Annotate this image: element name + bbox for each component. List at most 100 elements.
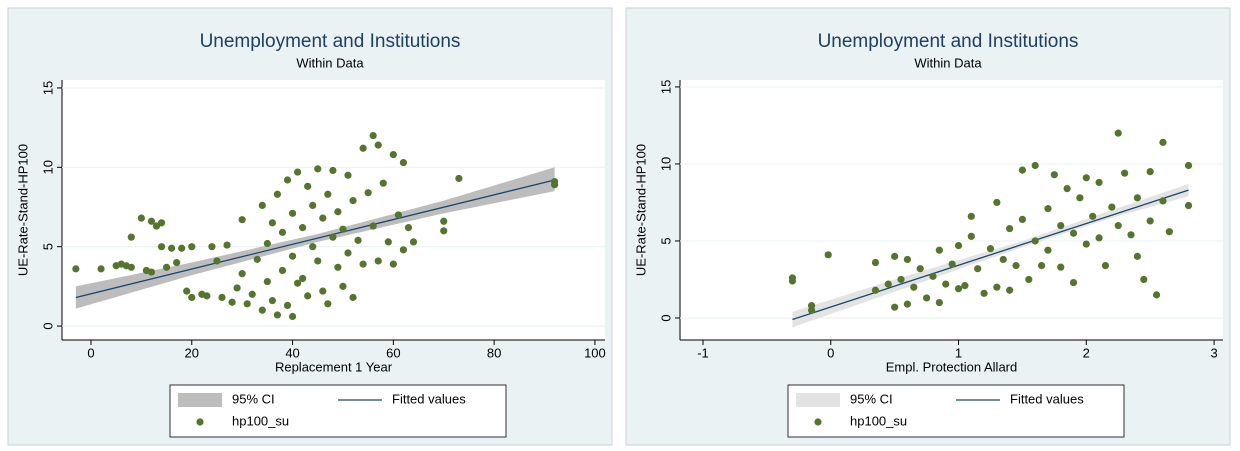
scatter-point <box>1031 237 1039 245</box>
scatter-point <box>1152 291 1161 299</box>
scatter-point <box>157 219 166 227</box>
scatter-point <box>188 243 196 251</box>
scatter-point <box>871 258 880 267</box>
scatter-point <box>1114 221 1122 230</box>
scatter-point <box>1095 234 1103 242</box>
x-tick-label: 60 <box>386 345 400 360</box>
scatter-point <box>948 260 956 268</box>
scatter-point <box>339 282 347 290</box>
scatter-point <box>173 258 181 267</box>
scatter-point <box>1184 161 1193 170</box>
y-tick-label: 15 <box>658 80 673 94</box>
scatter-point <box>1101 262 1110 270</box>
scatter-point <box>162 263 171 271</box>
scatter-point <box>319 214 327 222</box>
x-tick-label: 1 <box>955 345 962 360</box>
scatter-point <box>935 246 943 254</box>
scatter-point <box>980 289 988 297</box>
scatter-point <box>1108 203 1116 211</box>
scatter-point <box>1069 229 1078 237</box>
panel: Unemployment and Institutions Within Data… <box>625 7 1231 446</box>
chart-subtitle: Within Data <box>914 55 982 70</box>
scatter-point <box>369 222 377 230</box>
scatter-point <box>1050 171 1058 179</box>
scatter-point <box>954 241 963 250</box>
scatter-point <box>213 257 221 265</box>
legend-box <box>169 384 507 438</box>
scatter-point <box>273 190 282 198</box>
scatter-point <box>440 217 448 225</box>
scatter-point <box>218 293 226 302</box>
scatter-point <box>404 224 413 232</box>
scatter-point <box>283 176 292 184</box>
scatter-point <box>223 241 231 249</box>
scatter-point <box>1114 129 1122 137</box>
scatter-point <box>253 255 261 263</box>
y-tick-label: 5 <box>40 243 55 250</box>
scatter-point <box>304 182 312 190</box>
scatter-point <box>1018 166 1027 174</box>
scatter-point <box>334 263 342 271</box>
scatter-point <box>788 274 797 282</box>
scatter-point <box>993 283 1001 291</box>
x-tick-label: 0 <box>827 345 834 360</box>
y-tick-label: 10 <box>40 160 55 174</box>
scatter-point <box>954 285 963 293</box>
scatter-point <box>127 263 135 271</box>
scatter-point <box>288 209 297 217</box>
scatter-point <box>258 201 266 209</box>
scatter-point <box>1025 275 1033 284</box>
scatter-point <box>288 312 297 321</box>
scatter-point <box>203 292 211 300</box>
scatter-point <box>364 189 372 197</box>
scatter-point <box>339 225 347 233</box>
x-tick-label: 2 <box>1083 345 1090 360</box>
scatter-point <box>354 236 362 244</box>
y-tick-label: 0 <box>40 322 55 329</box>
scatter-point <box>293 279 302 287</box>
x-tick-label: 20 <box>185 345 199 360</box>
scatter-point <box>288 252 297 260</box>
scatter-point <box>1012 262 1020 270</box>
scatter-point <box>147 268 156 276</box>
scatter-point <box>1146 168 1154 176</box>
scatter-point <box>384 238 392 246</box>
legend-label: hp100_su <box>850 413 907 428</box>
scatter-point <box>278 266 287 275</box>
scatter-point <box>359 144 367 152</box>
y-tick-label: 0 <box>658 314 673 321</box>
scatter-point <box>1006 225 1014 233</box>
scatter-point <box>188 293 196 302</box>
y-tick-label: 5 <box>658 237 673 244</box>
scatter-point <box>228 298 236 306</box>
legend-swatch <box>178 393 222 407</box>
scatter-point <box>999 255 1007 264</box>
scatter-point <box>1127 231 1135 239</box>
scatter-point <box>1140 275 1148 284</box>
x-axis-label: Empl. Protection Allard <box>886 359 1018 374</box>
ci-band <box>75 167 555 309</box>
scatter-point <box>324 300 332 308</box>
scatter-point <box>1057 263 1065 271</box>
scatter-point <box>1018 215 1027 223</box>
scatter-point <box>824 251 832 259</box>
scatter-point <box>283 301 292 309</box>
scatter-point <box>929 272 937 280</box>
y-tick-label: 15 <box>40 81 55 95</box>
scatter-point <box>248 290 256 298</box>
scatter-point <box>329 233 337 241</box>
scatter-point <box>1095 178 1103 187</box>
scatter-point <box>942 280 950 288</box>
scatter-point <box>891 252 899 260</box>
x-tick-label: 100 <box>584 345 606 360</box>
scatter-point <box>344 171 352 179</box>
legend-label: 95% CI <box>850 391 893 406</box>
scatter-point <box>238 270 246 278</box>
scatter-point <box>208 243 216 251</box>
scatter-point <box>1031 161 1039 170</box>
x-tick-label: 80 <box>487 345 501 360</box>
x-tick-label: 3 <box>1210 345 1217 360</box>
scatter-point <box>1057 221 1065 230</box>
scatter-point <box>293 168 302 176</box>
